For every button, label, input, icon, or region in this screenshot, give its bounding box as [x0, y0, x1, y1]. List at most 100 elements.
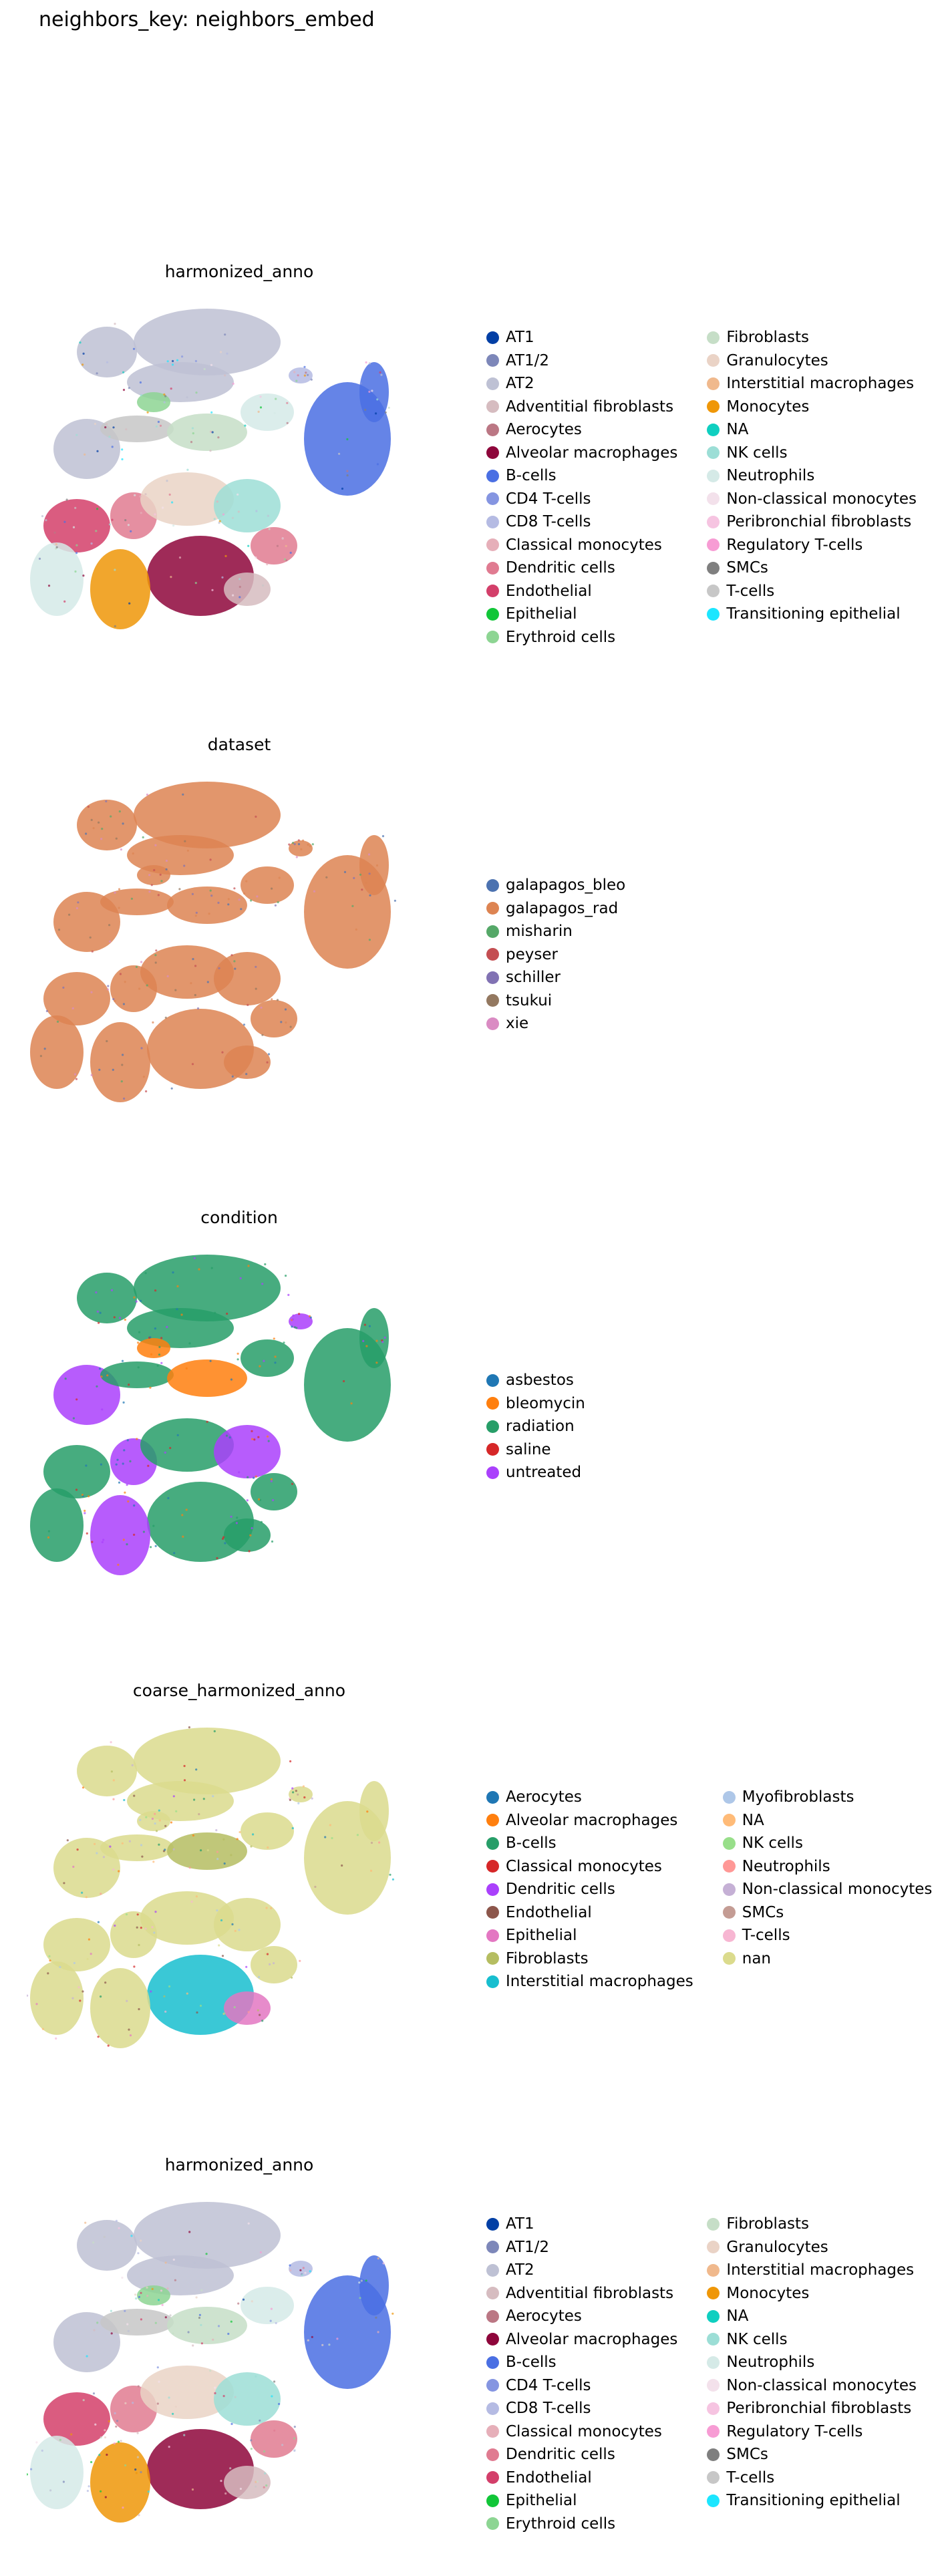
cell-point: [124, 519, 127, 522]
cell-point: [250, 2448, 253, 2450]
legend-label: Peribronchial fibroblasts: [726, 2400, 912, 2418]
cell-point: [230, 1515, 232, 1518]
cell-point: [108, 924, 111, 927]
cell-point: [329, 1824, 331, 1826]
cell-point: [152, 1021, 154, 1024]
cell-point: [110, 1741, 112, 1744]
legend-label: untreated: [506, 1464, 582, 1482]
cell-point: [268, 528, 271, 530]
cell-point: [289, 2269, 292, 2272]
legend-marker: [707, 469, 720, 482]
cell-point: [295, 379, 298, 382]
cell-point: [92, 2241, 95, 2244]
cell-point: [331, 1836, 333, 1840]
legend-marker: [722, 1929, 736, 1942]
cell-point: [190, 441, 193, 444]
legend-column: AT1 AT1/2 AT2 Adventitial fibroblasts Aerocy…: [486, 2213, 677, 2535]
cell-point: [297, 374, 299, 377]
cell-point: [391, 2312, 394, 2315]
cell-cluster: [30, 1961, 84, 2035]
legend-label: Neutrophils: [726, 2354, 815, 2372]
cell-point: [188, 1867, 191, 1869]
cell-point: [221, 1537, 224, 1540]
cell-point: [389, 1873, 391, 1876]
cell-point: [262, 584, 265, 587]
cell-point: [206, 1420, 208, 1423]
cell-point: [75, 1078, 77, 1080]
legend-item: galapagos_rad: [486, 897, 625, 921]
cell-point: [158, 1809, 160, 1812]
cell-point: [135, 965, 138, 968]
legend-item: Adventitial fibroblasts: [486, 2282, 677, 2305]
cell-point: [273, 1337, 275, 1340]
cell-point: [140, 1927, 142, 1929]
cell-cluster: [90, 1022, 150, 1102]
cell-point: [100, 2436, 102, 2439]
cell-point: [111, 518, 114, 521]
cell-point: [175, 1810, 178, 1812]
cell-point: [261, 1033, 264, 1036]
cell-point: [250, 899, 253, 902]
legend-marker: [486, 1906, 499, 1919]
cell-point: [276, 544, 279, 547]
cell-point: [79, 341, 82, 344]
cell-point: [309, 845, 311, 848]
cell-point: [255, 965, 257, 968]
cell-point: [214, 1311, 216, 1314]
cell-point: [289, 2264, 291, 2267]
cell-point: [106, 361, 109, 363]
cell-point: [49, 1959, 51, 1962]
cell-point: [350, 1402, 353, 1405]
cell-point: [209, 450, 212, 452]
cell-point: [136, 1913, 139, 1916]
cell-point: [47, 1972, 49, 1975]
cell-point: [84, 453, 86, 456]
cell-point: [307, 2339, 309, 2342]
legend-item: AT1: [486, 326, 677, 349]
legend-label: NA: [726, 2307, 749, 2325]
cell-point: [147, 1464, 150, 1467]
cell-point: [105, 800, 108, 803]
cell-point: [134, 2468, 137, 2471]
cell-point: [68, 913, 71, 916]
cell-point: [133, 1794, 136, 1797]
cell-point: [260, 1006, 263, 1009]
cell-point: [309, 1316, 312, 1319]
legend-marker: [707, 2263, 720, 2277]
legend-marker: [707, 585, 720, 598]
cell-point: [137, 1341, 140, 1344]
cell-point: [156, 2402, 159, 2405]
cell-point: [100, 1376, 103, 1378]
cell-point: [75, 552, 78, 554]
cell-point: [153, 868, 156, 872]
cell-point: [309, 2270, 311, 2273]
cell-point: [82, 363, 84, 366]
cell-point: [137, 1366, 140, 1369]
legend-item: T-cells: [707, 580, 917, 603]
cell-point: [158, 2380, 160, 2383]
cell-point: [38, 557, 41, 560]
cell-point: [274, 1361, 277, 1364]
cell-point: [132, 2402, 134, 2404]
cell-point: [82, 352, 85, 355]
cell-point: [295, 1327, 298, 1329]
cell-cluster: [359, 1781, 389, 1841]
cell-point: [274, 904, 277, 907]
legend-label: Epithelial: [506, 2492, 577, 2510]
cell-cluster: [214, 1898, 281, 1951]
legend-marker: [486, 2263, 499, 2277]
legend-label: Alveolar macrophages: [506, 444, 678, 462]
cell-point: [98, 1068, 101, 1071]
cell-point: [164, 1016, 167, 1019]
legend-label: Alveolar macrophages: [506, 2330, 678, 2348]
cell-point: [287, 1293, 290, 1296]
cell-point: [193, 2261, 196, 2264]
cell-point: [150, 1546, 152, 1549]
legend: galapagos_bleo galapagos_rad misharin peyse…: [486, 874, 625, 1035]
cell-point: [220, 2480, 222, 2482]
cell-point: [158, 1819, 161, 1822]
cell-point: [81, 1494, 84, 1496]
cell-point: [122, 389, 126, 391]
cell-point: [375, 412, 377, 415]
cell-cluster: [224, 1991, 271, 2025]
